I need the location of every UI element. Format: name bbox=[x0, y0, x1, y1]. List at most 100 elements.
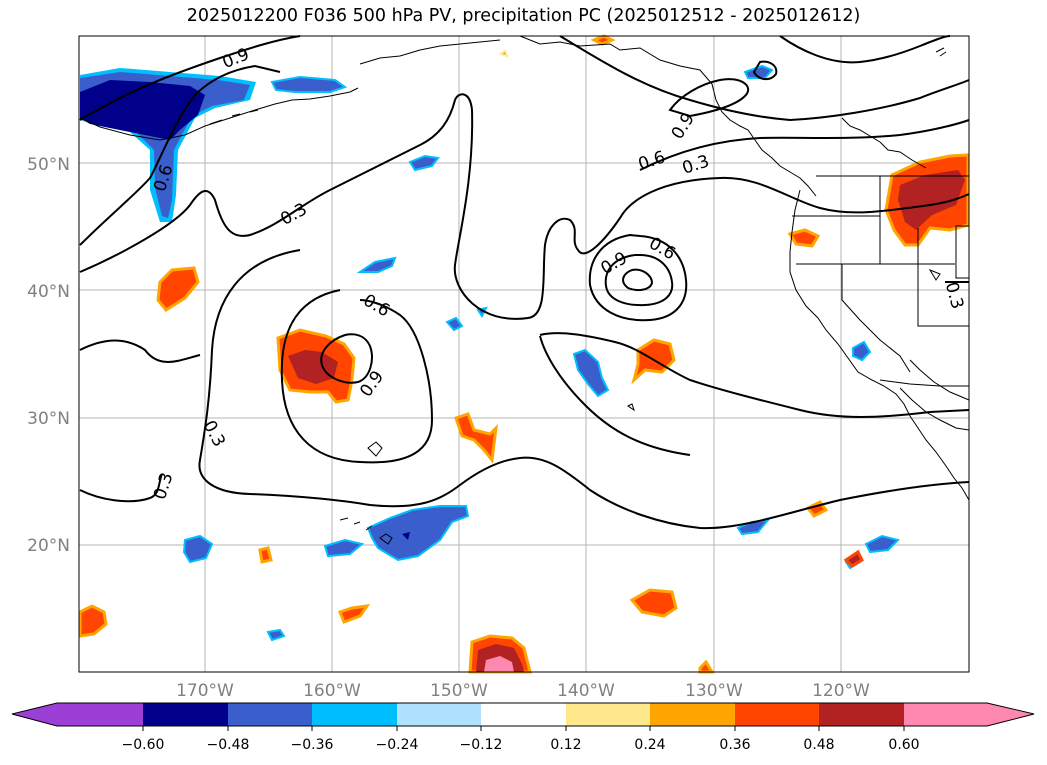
lon-label: 150°W bbox=[430, 681, 488, 701]
pv-contours bbox=[79, 35, 970, 530]
map-frame bbox=[78, 35, 970, 673]
island-small-4 bbox=[928, 268, 941, 281]
colorbar-segment bbox=[481, 703, 566, 726]
precip-area-22 bbox=[78, 604, 108, 638]
precip-area-2 bbox=[408, 154, 440, 172]
coastline-bc bbox=[754, 139, 817, 197]
contour-low-outer-0.6 bbox=[588, 233, 688, 322]
border-us-mexico bbox=[879, 379, 969, 387]
island-small-2 bbox=[627, 403, 635, 412]
colorbar-segment bbox=[397, 703, 481, 726]
border-canada-inner bbox=[841, 117, 927, 169]
lon-label: 170°W bbox=[176, 681, 234, 701]
map-title: 2025012200 F036 500 hPa PV, precipitatio… bbox=[186, 6, 861, 26]
border-us-states-4 bbox=[917, 228, 969, 327]
colorbar-tick-label: −0.36 bbox=[291, 737, 334, 753]
colorbar-segment bbox=[904, 703, 1034, 726]
precip-area-16 bbox=[156, 266, 200, 312]
island-hawaii-2 bbox=[379, 533, 393, 545]
longitude-labels: 170°W 160°W 150°W 140°W 130°W 120°W bbox=[176, 681, 870, 701]
colorbar: −0.60 −0.48 −0.36 −0.24 −0.12 0.12 0.24 0.36 0.4… bbox=[11, 702, 1035, 753]
precip-area-14 bbox=[864, 534, 900, 554]
precip-area-20 bbox=[787, 228, 821, 248]
precip-area-18 bbox=[454, 412, 499, 464]
contour-north-0.9 bbox=[79, 35, 301, 121]
precip-area-7 bbox=[743, 64, 774, 79]
precip-area-17-core bbox=[288, 350, 338, 384]
map-background bbox=[79, 36, 969, 672]
contour-small-ne bbox=[668, 78, 750, 118]
contour-ne-0.9 bbox=[639, 119, 970, 171]
graticule bbox=[79, 36, 969, 672]
colorbar-ticks: −0.60 −0.48 −0.36 −0.24 −0.12 0.12 0.24 0.36 0.4… bbox=[122, 726, 920, 753]
coastlines bbox=[79, 35, 970, 545]
colorbar-tick-label: 0.24 bbox=[634, 737, 665, 753]
precip-area-8 bbox=[852, 340, 872, 362]
contour-west-0.3 bbox=[79, 339, 201, 363]
coastline-gulf-alaska bbox=[359, 39, 501, 65]
colorbar-segment bbox=[143, 703, 228, 726]
colorbar-tick-label: −0.60 bbox=[122, 737, 165, 753]
colorbar-tick-label: −0.48 bbox=[207, 737, 250, 753]
precip-area-4 bbox=[445, 316, 464, 332]
colorbar-segment bbox=[312, 703, 397, 726]
contour-center-inner-0.9 bbox=[320, 333, 373, 384]
precip-area-25-peak bbox=[484, 656, 514, 672]
contour-center-outer-0.3 bbox=[198, 249, 970, 530]
contour-east-lobe-0.6 bbox=[539, 335, 691, 456]
contour-ne-0.6 bbox=[559, 35, 970, 122]
lon-label: 130°W bbox=[685, 681, 743, 701]
colorbar-segment bbox=[735, 703, 819, 726]
map-plot-area: 0.9 0.6 0.3 0.6 0.9 0.3 0.3 0.9 0.6 0.9 … bbox=[78, 34, 970, 674]
lat-label: 30°N bbox=[27, 409, 70, 429]
precip-area-12 bbox=[366, 505, 470, 562]
colorbar-segment bbox=[12, 703, 143, 726]
precip-area-23 bbox=[258, 546, 273, 564]
border-us-states-5 bbox=[841, 264, 911, 373]
colorbar-segment bbox=[650, 703, 735, 726]
contour-sw-0.3 bbox=[79, 473, 163, 503]
coastline-alaska-peninsula bbox=[79, 87, 359, 141]
colorbar-outline bbox=[11, 702, 1035, 727]
contour-low-mid-0.9 bbox=[604, 254, 674, 307]
lon-label: 160°W bbox=[303, 681, 361, 701]
precip-area-12-core bbox=[402, 532, 410, 540]
colorbar-tick-label: −0.24 bbox=[376, 737, 419, 753]
colorbar-segment bbox=[819, 703, 904, 726]
colorbar-segment bbox=[228, 703, 312, 726]
lat-label: 20°N bbox=[27, 536, 70, 556]
colorbar-tick-label: 0.12 bbox=[550, 737, 581, 753]
precip-area-26 bbox=[629, 588, 678, 618]
island-small-1 bbox=[367, 441, 383, 457]
contour-north-0.3 bbox=[79, 93, 970, 320]
island-hawaii-1 bbox=[339, 517, 373, 531]
coastline-west-us bbox=[789, 189, 970, 501]
coastline-gulf-california bbox=[909, 359, 970, 401]
precip-area-30 bbox=[590, 34, 616, 46]
colorbar-segments bbox=[12, 703, 1034, 726]
precip-area-3 bbox=[356, 256, 397, 273]
island-chain-aleutian bbox=[209, 109, 259, 125]
contour-east-mid-0.3 bbox=[539, 332, 970, 418]
contour-low-inner bbox=[622, 268, 654, 292]
latitude-labels: 50°N 40°N 30°N 20°N bbox=[27, 155, 70, 556]
precip-negative-areas bbox=[80, 64, 900, 642]
lat-label: 50°N bbox=[27, 155, 70, 175]
precip-area-alaska-core bbox=[80, 80, 205, 140]
lon-label: 140°W bbox=[557, 681, 615, 701]
precip-area-21-core bbox=[898, 170, 965, 230]
precip-area-10 bbox=[266, 628, 286, 642]
contour-nw-0.9 bbox=[779, 35, 951, 64]
colorbar-tick-label: 0.60 bbox=[888, 737, 919, 753]
precip-area-9 bbox=[182, 534, 214, 564]
lon-label: 120°W bbox=[812, 681, 870, 701]
precip-area-24 bbox=[338, 604, 371, 624]
contour-north-0.6 bbox=[79, 64, 281, 246]
precip-positive-areas bbox=[78, 34, 970, 674]
precip-area-11 bbox=[323, 538, 365, 558]
lat-label: 40°N bbox=[27, 282, 70, 302]
coastline-baja bbox=[899, 387, 970, 431]
colorbar-tick-label: 0.36 bbox=[719, 737, 750, 753]
colorbar-tick-label: 0.48 bbox=[803, 737, 834, 753]
